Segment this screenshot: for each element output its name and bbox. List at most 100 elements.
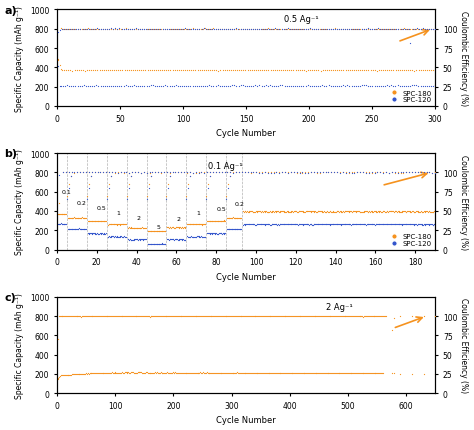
Point — [378, 221, 386, 228]
Point — [253, 209, 260, 215]
Point — [352, 313, 360, 320]
Point — [325, 68, 333, 75]
Point — [359, 169, 367, 176]
Point — [174, 83, 182, 90]
Point — [82, 226, 90, 233]
Point — [186, 221, 193, 228]
Point — [302, 369, 310, 376]
Point — [59, 211, 67, 218]
Point — [313, 26, 320, 33]
Point — [185, 234, 192, 241]
Point — [170, 237, 177, 243]
Point — [337, 221, 345, 228]
Point — [159, 228, 167, 235]
Point — [298, 26, 305, 33]
Point — [162, 241, 169, 248]
Point — [345, 169, 353, 176]
Point — [183, 170, 191, 177]
Point — [347, 26, 355, 33]
Point — [289, 83, 297, 90]
Point — [239, 26, 246, 33]
Point — [256, 209, 264, 215]
Point — [293, 221, 301, 228]
Point — [128, 237, 135, 244]
Point — [356, 313, 363, 320]
Point — [238, 169, 246, 176]
Point — [377, 221, 385, 228]
Point — [183, 313, 191, 320]
Point — [219, 218, 227, 225]
Point — [279, 208, 287, 215]
Point — [348, 68, 356, 74]
Point — [134, 83, 142, 90]
Point — [293, 26, 301, 33]
Point — [425, 209, 432, 215]
Point — [261, 209, 268, 215]
Point — [241, 26, 248, 33]
Point — [202, 369, 210, 376]
Point — [155, 169, 162, 176]
Point — [146, 369, 154, 376]
Point — [377, 26, 384, 33]
Point — [237, 215, 245, 221]
Point — [114, 313, 121, 320]
Point — [431, 371, 439, 378]
Point — [67, 372, 75, 378]
Point — [168, 369, 175, 376]
Point — [62, 221, 69, 228]
Point — [265, 209, 273, 216]
Point — [412, 26, 420, 33]
Point — [141, 237, 149, 243]
Point — [109, 369, 117, 376]
Point — [365, 370, 373, 377]
Point — [305, 313, 313, 320]
Point — [354, 221, 361, 228]
Point — [356, 169, 364, 176]
Point — [277, 209, 284, 215]
Point — [411, 169, 419, 176]
Point — [347, 221, 355, 228]
Point — [246, 209, 254, 215]
Point — [283, 209, 291, 215]
Point — [373, 209, 380, 216]
Point — [90, 370, 97, 377]
Point — [134, 169, 142, 176]
Point — [386, 221, 393, 228]
Point — [195, 369, 202, 376]
Point — [242, 68, 249, 74]
Point — [351, 209, 359, 215]
Point — [59, 169, 67, 176]
Point — [409, 67, 416, 74]
Point — [328, 169, 335, 176]
Point — [95, 26, 103, 33]
Point — [129, 313, 137, 320]
Point — [356, 209, 364, 215]
Point — [396, 68, 403, 74]
Point — [425, 221, 432, 228]
Point — [221, 369, 229, 376]
Point — [138, 224, 146, 231]
Point — [172, 169, 179, 176]
Point — [284, 221, 292, 228]
Point — [288, 27, 296, 34]
Point — [349, 26, 357, 33]
Point — [292, 369, 299, 376]
Point — [65, 226, 73, 233]
Point — [279, 68, 287, 74]
Point — [282, 209, 290, 215]
Point — [221, 68, 228, 74]
Point — [104, 369, 112, 376]
Point — [112, 233, 120, 240]
Point — [390, 26, 397, 33]
Point — [255, 170, 263, 177]
Point — [132, 369, 139, 376]
Point — [132, 26, 140, 33]
Point — [116, 26, 123, 33]
Point — [188, 233, 196, 240]
Point — [149, 313, 156, 320]
Point — [260, 221, 267, 228]
Point — [111, 26, 119, 33]
Point — [408, 169, 416, 176]
Point — [271, 221, 279, 228]
Point — [184, 221, 192, 228]
